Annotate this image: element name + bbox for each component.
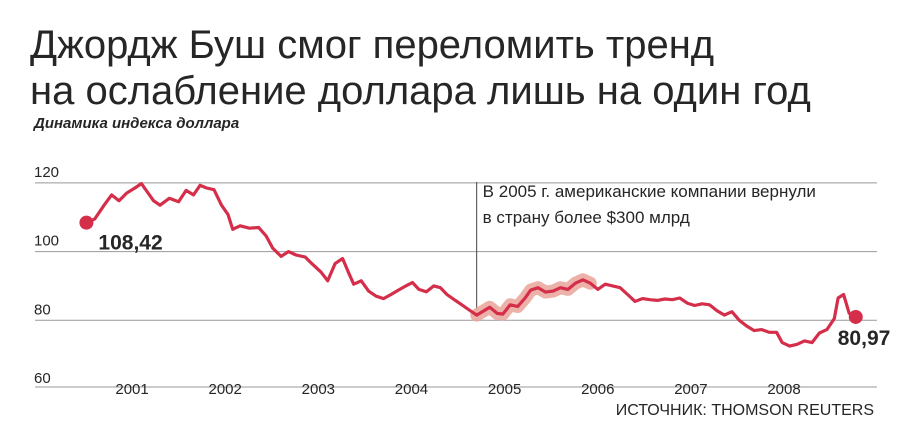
annotation-text-line-2: в страну более $300 млрд (483, 208, 690, 227)
end-point (848, 309, 863, 324)
x-tick-label: 2007 (674, 381, 707, 398)
start-point (79, 215, 94, 230)
x-tick-label: 2005 (488, 381, 521, 398)
x-tick-label: 2006 (581, 381, 614, 398)
y-tick-label: 80 (34, 301, 51, 318)
end-value-label: 80,97 (838, 327, 891, 350)
title-line-1: Джордж Буш смог переломить тренд (30, 23, 715, 67)
start-value-label: 108,42 (98, 232, 162, 255)
x-axis: 2001 2002 2003 2004 2005 2006 2007 2008 (115, 381, 800, 398)
y-tick-label: 100 (34, 233, 59, 250)
annotation: В 2005 г. американские компании вернули в… (476, 182, 816, 310)
series (79, 182, 863, 348)
x-tick-label: 2003 (302, 381, 335, 398)
data-labels: 108,42 80,97 (98, 232, 890, 350)
source-note: ИСТОЧНИК: THOMSON REUTERS (615, 402, 874, 419)
grid (35, 182, 877, 388)
y-tick-label: 60 (34, 370, 51, 387)
chart-subtitle: Динамика индекса доллара (34, 115, 240, 132)
chart-title: Джордж Буш смог переломить тренд на осла… (30, 22, 890, 114)
annotation-text-line-1: В 2005 г. американские компании вернули (483, 182, 816, 201)
y-axis: 60 80 100 120 (34, 164, 59, 387)
series-line (84, 182, 858, 348)
x-tick-label: 2001 (115, 381, 148, 398)
x-tick-label: 2008 (767, 381, 800, 398)
title-line-2: на ослабление доллара лишь на один год (30, 69, 811, 113)
x-tick-label: 2004 (395, 381, 428, 398)
x-tick-label: 2002 (209, 381, 242, 398)
y-tick-label: 120 (34, 164, 59, 181)
